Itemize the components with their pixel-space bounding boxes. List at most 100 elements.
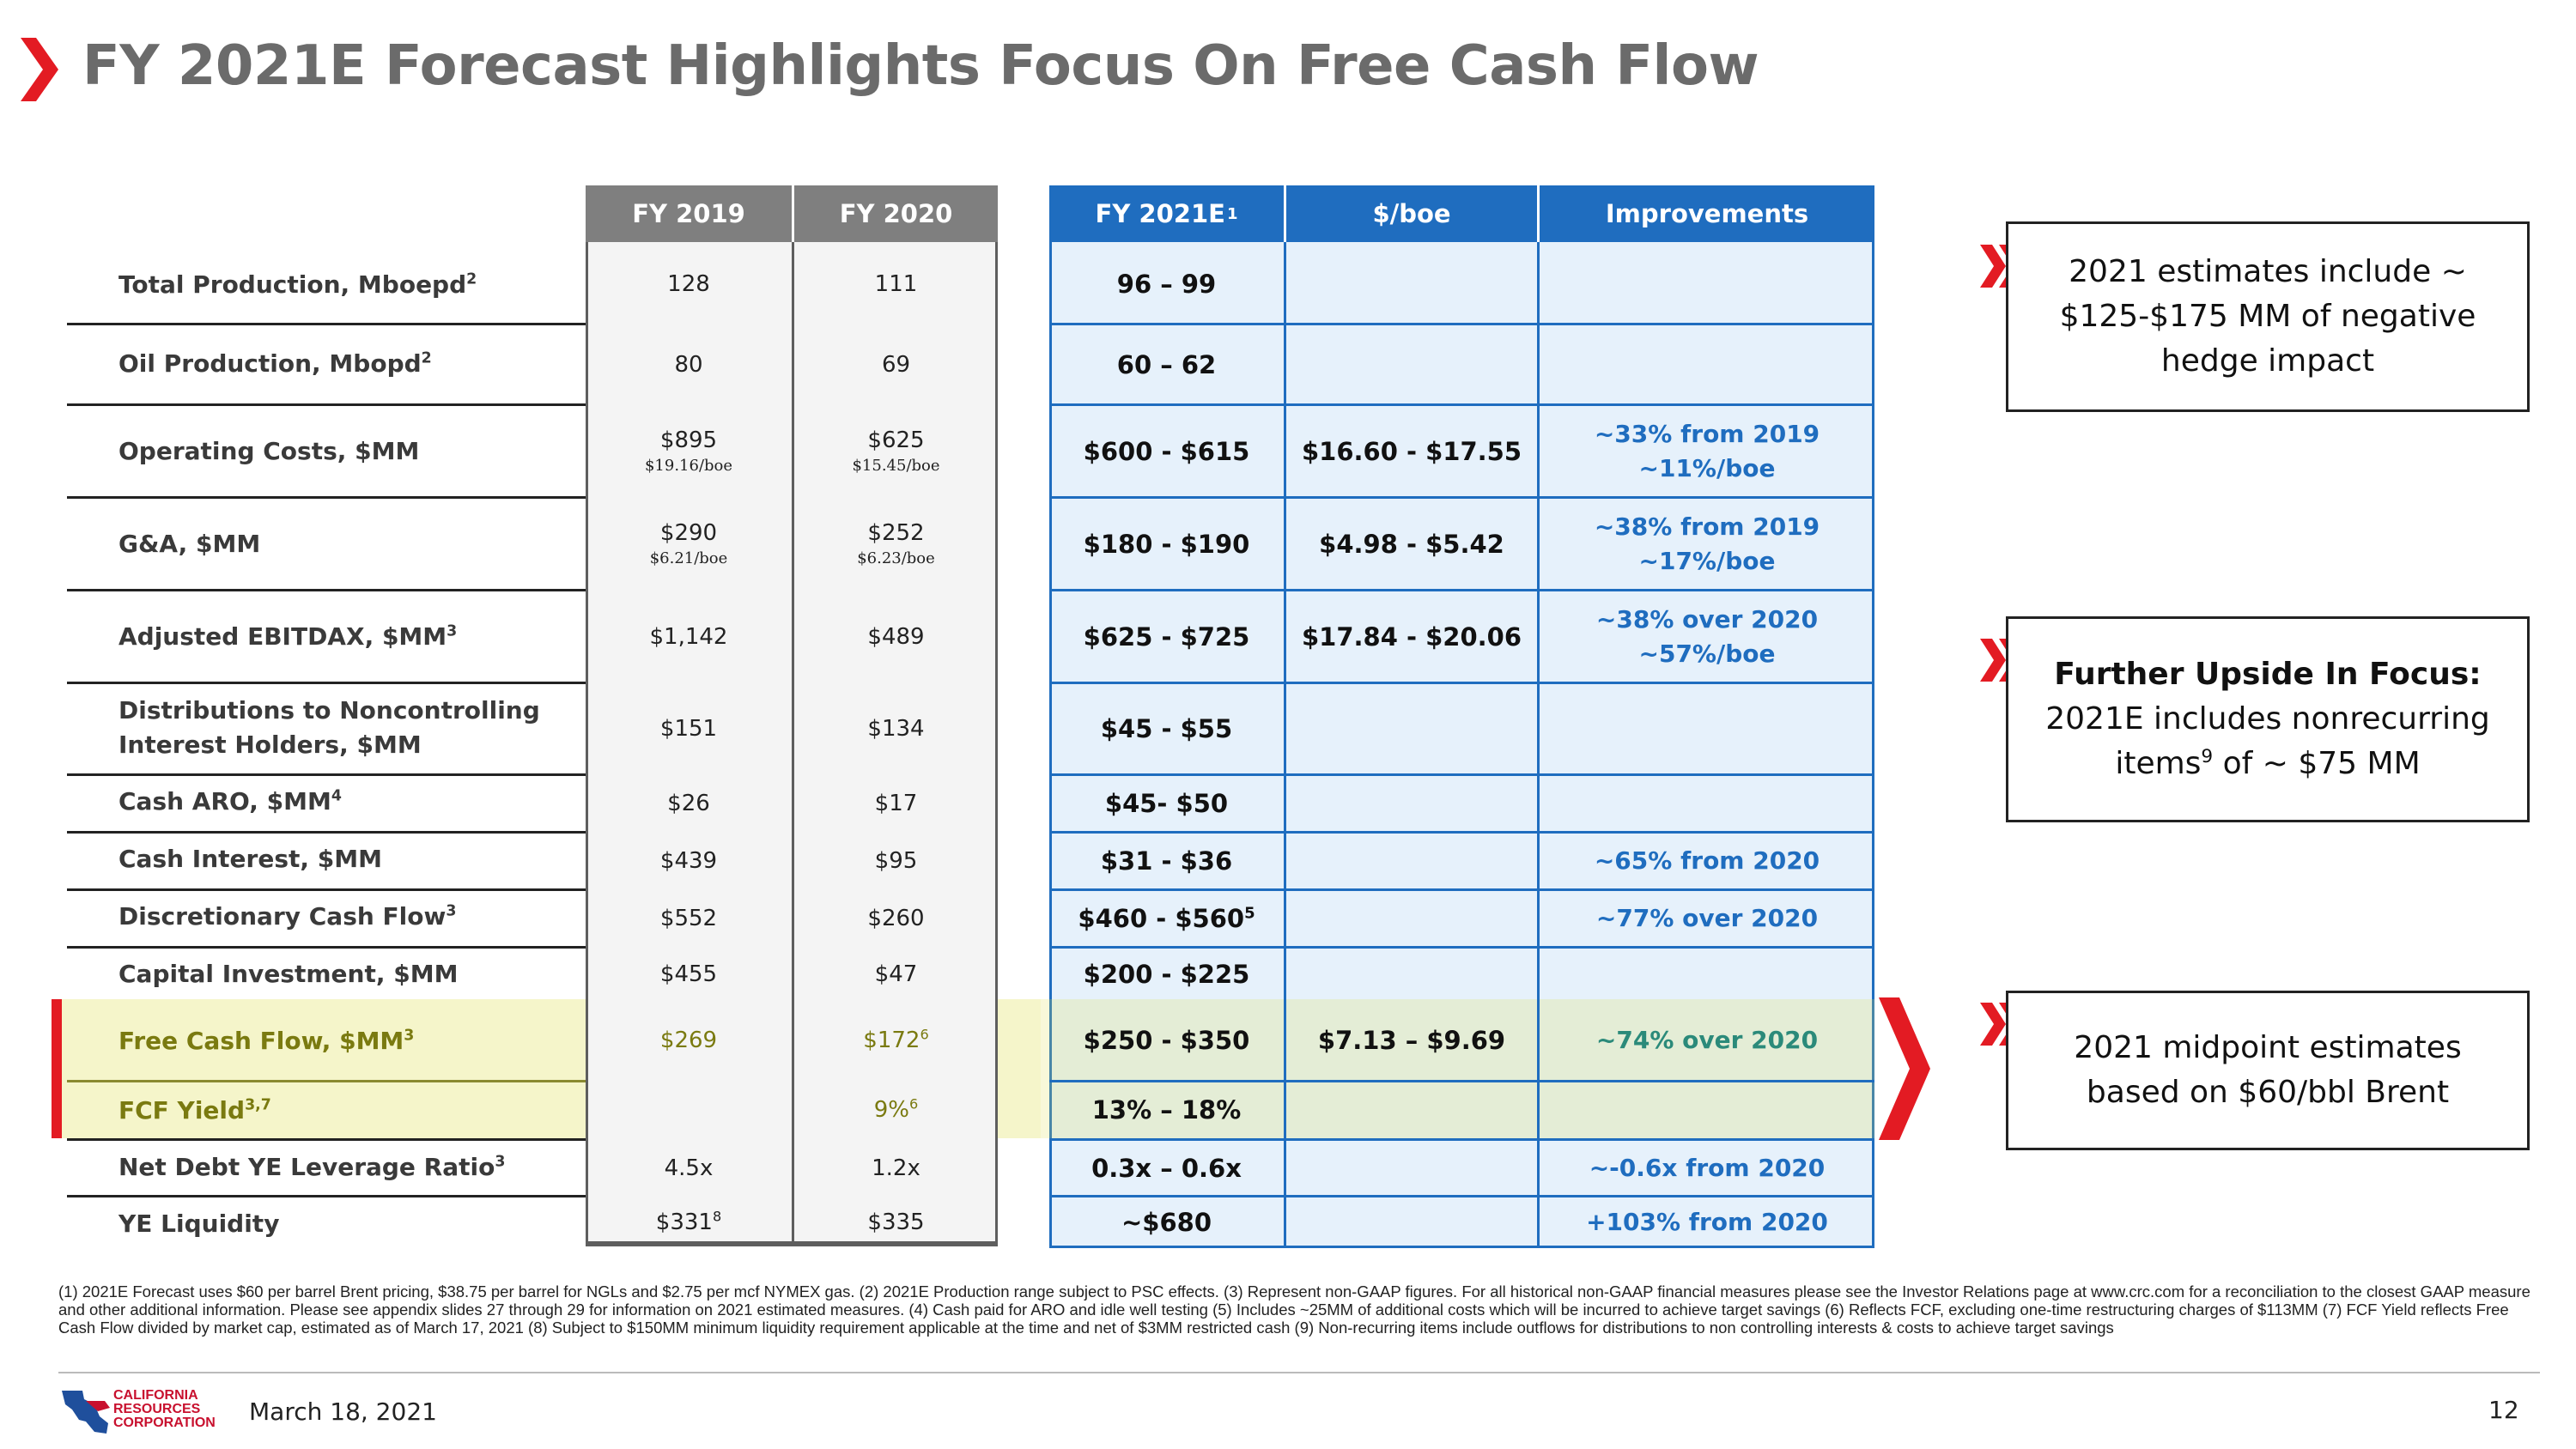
cell-fy2021e-ye-liquidity: ~$680 (1121, 1208, 1212, 1237)
cell-fy2020-operating-costs: $625 $15.45/boe (852, 427, 940, 475)
row-label-capital-investment: Capital Investment, $MM (118, 960, 459, 988)
header-fy2021e-footnote: 1 (1226, 204, 1238, 223)
cell-fy2021e-adjusted-ebitdax: $625 - $725 (1083, 621, 1250, 652)
cell-fy2019-g-and-a: $290 $6.21/boe (649, 520, 728, 567)
cell-per-boe-g-and-a: $4.98 - $5.42 (1319, 529, 1504, 559)
row-label-adjusted-ebitdax: Adjusted EBITDAX, $MM3 (118, 622, 458, 651)
cell-fy2020-g-and-a: $252 $6.23/boe (857, 520, 935, 567)
cell-fy2019-capital-investment: $455 (659, 961, 718, 987)
cell-fy2021e-cash-aro: $45- $50 (1104, 789, 1229, 818)
cell-fy2020-fcf-yield: 9%6 (873, 1095, 919, 1123)
cell-fy2020-discretionary-cash-flow: $260 (867, 906, 925, 931)
row-divider (1049, 1195, 1874, 1197)
row-divider (1049, 888, 1874, 891)
page-title: FY 2021E Forecast Highlights Focus On Fr… (82, 34, 1759, 98)
row-divider (67, 403, 586, 406)
row-label-operating-costs: Operating Costs, $MM (118, 437, 420, 465)
page-number: 12 (2488, 1396, 2519, 1424)
cell-improvement-ye-liquidity: +103% from 2020 (1586, 1208, 1828, 1236)
callout-hedge-impact: 2021 estimates include ~ $125-$175 MM of… (2006, 221, 2530, 412)
cell-fy2020-total-production: 111 (874, 271, 918, 297)
fcf-highlight-bar (52, 999, 62, 1138)
row-label-oil-production: Oil Production, Mbopd2 (118, 349, 432, 378)
cell-fy2021e-fcf-yield: 13% – 18% (1091, 1095, 1242, 1125)
row-divider (67, 682, 586, 684)
cell-fy2020-cash-aro: $17 (874, 791, 918, 816)
row-divider (1049, 496, 1874, 499)
cell-per-boe-adjusted-ebitdax: $17.84 - $20.06 (1301, 621, 1522, 652)
footnotes: (1) 2021E Forecast uses $60 per barrel B… (58, 1282, 2530, 1337)
cell-improvement-net-debt-leverage: ~-0.6x from 2020 (1589, 1153, 1826, 1182)
cell-improvement-g-and-a: ~38% from 2019 ~17%/boe (1594, 512, 1820, 575)
cell-fy2019-discretionary-cash-flow: $552 (659, 906, 718, 931)
header-fy2020: FY 2020 (794, 185, 998, 242)
row-divider (1049, 403, 1874, 406)
row-divider (67, 323, 586, 325)
callout-brent-assumption: 2021 midpoint estimates based on $60/bbl… (2006, 991, 2530, 1150)
cell-fy2019-operating-costs: $895 $19.16/boe (644, 427, 733, 475)
cell-fy2021e-operating-costs: $600 - $615 (1083, 436, 1250, 466)
cell-improvement-free-cash-flow: ~74% over 2020 (1595, 1026, 1819, 1054)
row-divider (1049, 589, 1874, 591)
row-label-ye-liquidity: YE Liquidity (118, 1210, 280, 1238)
cell-per-boe-free-cash-flow: $7.13 – $9.69 (1317, 1026, 1506, 1055)
row-divider (67, 589, 586, 591)
row-label-total-production: Total Production, Mboepd2 (118, 270, 477, 299)
cell-fy2021e-g-and-a: $180 - $190 (1083, 529, 1250, 559)
cell-fy2021e-capital-investment: $200 - $225 (1083, 959, 1250, 989)
cell-fy2019-oil-production: 80 (674, 352, 703, 378)
cell-fy2019-net-debt-leverage: 4.5x (664, 1155, 714, 1181)
row-label-g-and-a: G&A, $MM (118, 530, 261, 558)
cell-fy2019-ye-liquidity: $3318 (655, 1208, 722, 1235)
cell-improvement-adjusted-ebitdax: ~38% over 2020 ~57%/boe (1595, 604, 1819, 668)
callout-further-upside: Further Upside In Focus: 2021E includes … (2006, 616, 2530, 822)
cell-fy2019-fcf-yield (586, 1082, 792, 1137)
cell-fy2020-adjusted-ebitdax: $489 (867, 623, 925, 650)
cell-fy2019-distributions: $151 (659, 716, 718, 742)
cell-fy2021e-oil-production: 60 – 62 (1116, 350, 1217, 379)
presentation-date: March 18, 2021 (249, 1397, 437, 1426)
estimate-divider-2 (1537, 242, 1540, 1248)
row-label-fcf-yield: FCF Yield3,7 (118, 1096, 271, 1125)
cell-fy2020-free-cash-flow: $1726 (863, 1026, 929, 1053)
cell-fy2021e-free-cash-flow: $250 - $350 (1083, 1026, 1250, 1055)
row-divider (67, 1195, 586, 1197)
row-divider (67, 946, 586, 949)
header-improvements: Improvements (1540, 185, 1874, 242)
header-fy2021e: FY 2021E 1 (1049, 185, 1284, 242)
row-label-cash-aro: Cash ARO, $MM4 (118, 787, 342, 815)
row-label-distributions: Distributions to Noncontrolling Interest … (118, 696, 540, 759)
row-divider (1049, 946, 1874, 949)
row-divider (1049, 323, 1874, 325)
header-fy2021e-label: FY 2021E (1095, 199, 1225, 228)
row-label-free-cash-flow: Free Cash Flow, $MM3 (118, 1027, 415, 1055)
footer-divider (58, 1372, 2540, 1373)
cell-fy2019-cash-aro: $26 (667, 791, 710, 816)
cell-improvement-operating-costs: ~33% from 2019 ~11%/boe (1594, 419, 1820, 482)
cell-fy2020-oil-production: 69 (881, 352, 911, 378)
cell-fy2021e-net-debt-leverage: 0.3x – 0.6x (1091, 1153, 1242, 1183)
row-divider (67, 773, 586, 776)
company-logo (62, 1391, 110, 1434)
cell-fy2020-capital-investment: $47 (874, 961, 918, 987)
cell-fy2019-cash-interest: $439 (659, 848, 718, 874)
cell-fy2020-ye-liquidity: $335 (867, 1210, 925, 1235)
company-logo-text: CALIFORNIA RESOURCES CORPORATION (113, 1388, 216, 1430)
historical-divider (792, 242, 794, 1244)
cell-fy2021e-cash-interest: $31 - $36 (1100, 846, 1233, 876)
estimate-divider-1 (1284, 242, 1286, 1248)
cell-improvement-discretionary-cash-flow: ~77% over 2020 (1595, 904, 1819, 932)
cell-fy2020-distributions: $134 (867, 716, 925, 742)
cell-fy2019-adjusted-ebitdax: $1,142 (649, 623, 728, 650)
cell-fy2021e-discretionary-cash-flow: $460 - $5605 (1078, 904, 1255, 933)
header-per-boe: $/boe (1286, 185, 1537, 242)
cell-fy2020-cash-interest: $95 (874, 848, 918, 874)
row-divider (586, 1244, 998, 1246)
row-divider (67, 496, 586, 499)
cell-improvement-cash-interest: ~65% from 2020 (1594, 846, 1820, 875)
cell-fy2019-free-cash-flow: $269 (659, 1028, 718, 1053)
fcf-highlight-band-estimates (1041, 999, 1874, 1138)
chevron-right-icon (21, 38, 58, 101)
cell-fy2021e-total-production: 96 – 99 (1116, 270, 1217, 299)
chevron-right-icon (1879, 997, 1930, 1140)
